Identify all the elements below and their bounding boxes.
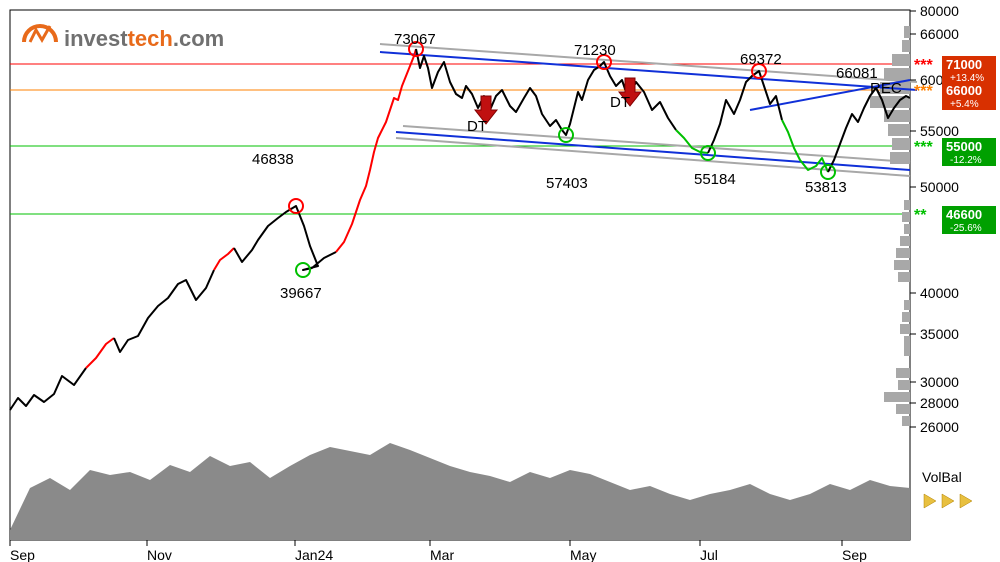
x-tick-label: Nov [147, 547, 172, 562]
price-flag-sub: -12.2% [950, 155, 982, 166]
price-chart: 2600028000300003500040000500005500060000… [0, 0, 1000, 562]
volume-profile-bar [898, 380, 910, 390]
price-flag-sub: +5.4% [950, 99, 979, 110]
volume-profile-bar [884, 392, 910, 402]
y-tick-label: 28000 [920, 395, 959, 411]
volume-profile-bar [896, 248, 910, 258]
brand-text: investtech.com [64, 26, 224, 51]
y-tick-label: 80000 [920, 3, 959, 19]
volbal-label: VolBal [922, 469, 962, 485]
x-tick-label: Jul [700, 547, 718, 562]
volume-profile-bar [904, 336, 910, 346]
chart-annotation: DT [610, 94, 630, 111]
y-tick-label: 26000 [920, 419, 959, 435]
x-tick-label: May [570, 547, 596, 562]
volume-profile-bar [892, 54, 910, 66]
y-tick-label: 55000 [920, 123, 959, 139]
volume-profile-bar [898, 272, 910, 282]
y-tick-label: 66000 [920, 26, 959, 42]
price-flag: 71000+13.4% [942, 56, 996, 84]
volume-profile-bar [900, 324, 910, 334]
level-stars: *** [914, 83, 933, 100]
volume-profile-bar [902, 212, 910, 222]
chart-annotation: 39667 [280, 285, 322, 302]
x-tick-label: Jan24 [295, 547, 333, 562]
x-tick-label: Mar [430, 547, 454, 562]
chart-annotation: 53813 [805, 179, 847, 196]
volume-profile-bar [902, 312, 910, 322]
price-flag-value: 46600 [946, 207, 982, 222]
level-stars: *** [914, 57, 933, 74]
price-flag: 46600-25.6% [942, 206, 996, 234]
y-tick-label: 50000 [920, 179, 959, 195]
price-flag: 55000-12.2% [942, 138, 996, 166]
y-tick-label: 35000 [920, 326, 959, 342]
volume-profile-bar [902, 416, 910, 426]
x-tick-label: Sep [842, 547, 867, 562]
volume-profile-bar [894, 260, 910, 270]
level-stars: ** [914, 207, 927, 224]
volume-profile-bar [904, 224, 910, 234]
chart-annotation: 57403 [546, 175, 588, 192]
volume-profile-bar [904, 26, 910, 38]
volume-profile-bar [904, 346, 910, 356]
volume-profile-bar [884, 68, 910, 80]
y-tick-label: 40000 [920, 285, 959, 301]
chart-annotation: 69372 [740, 51, 782, 68]
chart-annotation: 71230 [574, 42, 616, 59]
price-flag-value: 71000 [946, 57, 982, 72]
volume-profile-bar [900, 236, 910, 246]
chart-annotation: 46838 [252, 151, 294, 168]
chart-annotation: 55184 [694, 171, 736, 188]
volume-profile-bar [892, 138, 910, 150]
chart-annotation: 73067 [394, 31, 436, 48]
price-flag-value: 55000 [946, 139, 982, 154]
y-tick-label: 30000 [920, 374, 959, 390]
volume-profile-bar [896, 404, 910, 414]
volume-profile-bar [896, 368, 910, 378]
chart-annotation: REC [870, 80, 902, 97]
level-stars: *** [914, 139, 933, 156]
chart-annotation: DT [467, 118, 487, 135]
price-flag-sub: -25.6% [950, 223, 982, 234]
volume-profile-bar [902, 40, 910, 52]
price-flag-value: 66000 [946, 83, 982, 98]
price-flag: 66000+5.4% [942, 82, 996, 110]
volume-profile-bar [904, 300, 910, 310]
volume-profile-bar [904, 200, 910, 210]
x-tick-label: Sep [10, 547, 35, 562]
volume-profile-bar [888, 124, 910, 136]
